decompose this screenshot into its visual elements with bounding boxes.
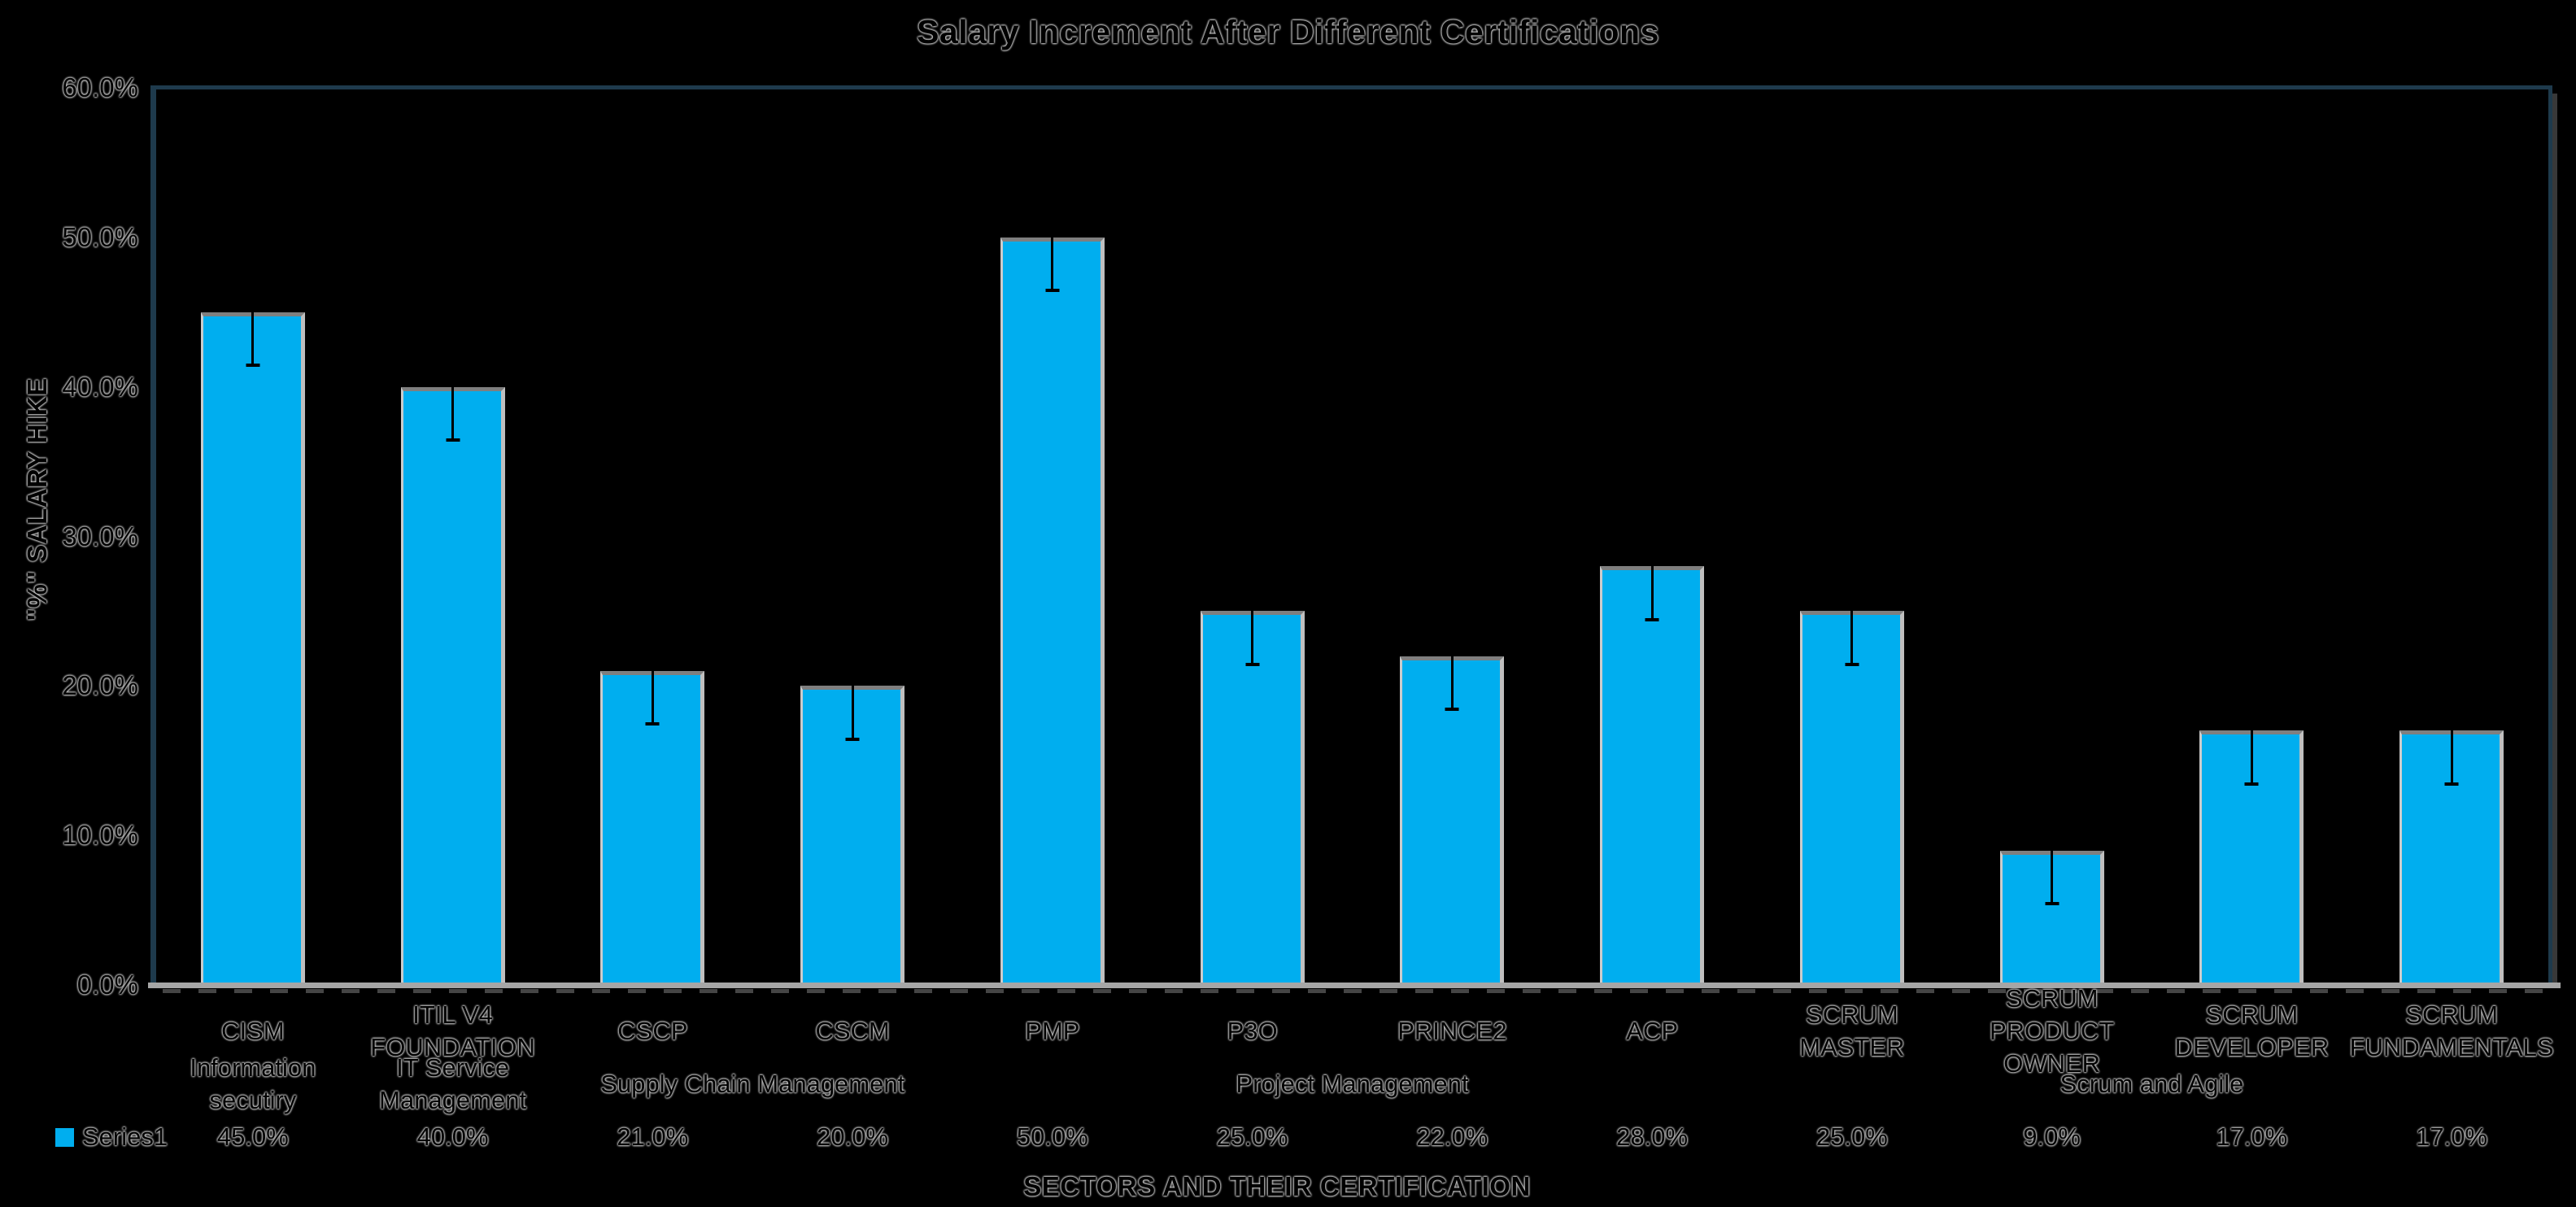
error-bar [845,631,860,741]
category-group-label: IT Service Management [379,1053,527,1114]
error-bar [1845,556,1859,666]
value-label: 25.0% [1216,1122,1288,1151]
y-tick-label: 0.0% [76,970,138,1000]
value-label: 9.0% [2023,1122,2081,1151]
category-label: CSCM [815,1017,890,1045]
category-label: ACP [1626,1017,1678,1045]
legend: Series1 [55,1121,168,1153]
error-bar [2444,676,2459,786]
category-label: CSCP [617,1017,688,1045]
error-bar [645,616,660,726]
error-bar-bottom-cap [1845,662,1859,666]
category-label: SCRUM PRODUCT OWNER [1989,984,2115,1078]
error-bar-top-cap [2444,676,2459,680]
value-label: 21.0% [617,1122,689,1151]
bar [1400,656,1505,985]
error-bar-bottom-cap [1245,662,1260,666]
error-bar-bottom-cap [1445,707,1459,711]
category-group-label: Information secutiry [190,1053,316,1114]
y-tick-label: 40.0% [62,371,138,402]
error-bar-bottom-cap [2045,901,2059,905]
category-group-label: Scrum and Agile [2059,1070,2244,1098]
category-group-label: Project Management [1236,1070,1469,1098]
error-bar [246,257,260,367]
error-bar [1245,556,1260,666]
error-bar-bottom-cap [246,364,260,367]
category-label: PMP [1025,1017,1080,1045]
y-axis-line [150,85,156,985]
value-label: 28.0% [1616,1122,1689,1151]
value-label: 45.0% [216,1122,289,1151]
bar [1200,611,1305,985]
legend-series-label: Series1 [82,1122,168,1151]
chart-title: Salary Increment After Different Certifi… [917,13,1659,50]
error-bar-bottom-cap [1645,617,1659,621]
category-label: PRINCE2 [1397,1017,1507,1045]
value-label: 50.0% [1016,1122,1088,1151]
category-group-label: Supply Chain Management [600,1070,905,1098]
error-bar-top-cap [845,631,860,635]
value-label: 17.0% [2216,1122,2288,1151]
error-bar [2244,676,2259,786]
error-bar-top-cap [2244,676,2259,680]
value-label: 25.0% [1815,1122,1888,1151]
value-label: 17.0% [2416,1122,2488,1151]
error-bar-bottom-cap [2244,782,2259,786]
error-bar [1045,182,1060,293]
error-bar [1645,512,1659,621]
legend-key-icon [55,1127,74,1147]
x-axis-title: SECTORS AND THEIR CERTIFICATION [1023,1171,1531,1201]
category-label: CISM [221,1017,285,1045]
x-axis-line [148,983,2561,988]
category-label: SCRUM FUNDAMENTALS [2349,1000,2554,1061]
error-bar-bottom-cap [446,438,460,442]
error-bar-top-cap [1445,601,1459,605]
category-label: SCRUM MASTER [1799,1000,1905,1061]
plot-border-shadow [2552,94,2557,988]
error-bar-top-cap [1045,182,1060,186]
error-bar-top-cap [1645,512,1659,515]
y-tick-label: 60.0% [62,72,138,102]
plot-area [150,85,2557,988]
error-bar [446,332,460,442]
error-bar-top-cap [446,332,460,336]
y-tick-label: 10.0% [62,820,138,851]
error-bar-bottom-cap [845,737,860,741]
bar [200,312,305,985]
category-label: P3O [1227,1017,1278,1045]
value-label: 20.0% [817,1122,889,1151]
error-bar-top-cap [2045,795,2059,800]
category-label: SCRUM DEVELOPER [2174,1000,2330,1061]
y-tick-label: 20.0% [62,670,138,701]
value-label: 22.0% [1416,1122,1489,1151]
error-bar [1445,601,1459,711]
bar [1799,611,1904,985]
error-bar-top-cap [645,616,660,620]
y-tick-label: 30.0% [62,521,138,551]
error-bar-bottom-cap [2444,782,2459,786]
error-bar-bottom-cap [1045,289,1060,293]
value-label: 40.0% [416,1122,489,1151]
error-bar-top-cap [1245,556,1260,560]
bar [1600,566,1705,985]
plot-border-right [2548,85,2552,985]
x-axis-line-shadow [163,989,2554,993]
category-label: ITIL V4 FOUNDATION [370,1000,535,1061]
error-bar [2045,795,2059,905]
error-bar-bottom-cap [645,722,660,726]
plot-border-top [150,85,2552,89]
error-bar-top-cap [1845,556,1859,560]
error-bar-top-cap [246,257,260,261]
y-axis-title: "%" SALARY HIKE [22,377,52,621]
y-tick-label: 50.0% [62,221,138,252]
bar [1000,237,1105,985]
bar [400,386,505,985]
